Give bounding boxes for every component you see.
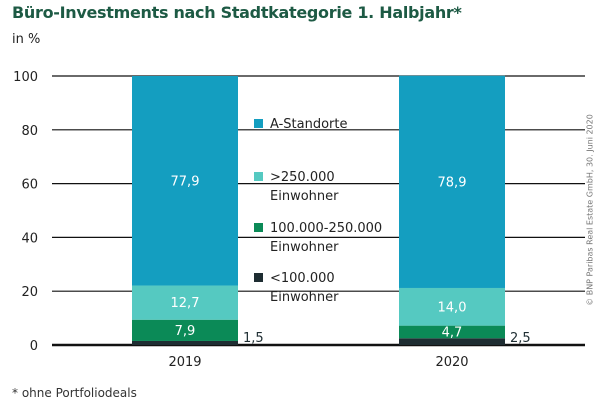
data-label: 7,9 bbox=[175, 324, 196, 339]
y-axis-label: in % bbox=[12, 32, 41, 47]
data-label: 2,5 bbox=[510, 331, 531, 346]
x-tick-label: 2019 bbox=[168, 355, 201, 370]
data-label: 78,9 bbox=[438, 175, 467, 190]
legend-label: 100.000-250.000 bbox=[270, 221, 382, 236]
bar-segment bbox=[399, 287, 505, 326]
legend-swatch bbox=[254, 119, 263, 128]
y-tick-label: 80 bbox=[21, 124, 38, 139]
legend-swatch bbox=[254, 172, 263, 181]
bar-segment bbox=[132, 340, 238, 345]
data-label: 12,7 bbox=[171, 296, 200, 311]
y-tick-label: 0 bbox=[30, 339, 38, 354]
bar-segment bbox=[399, 338, 505, 345]
legend-swatch bbox=[254, 223, 263, 232]
bar-segment bbox=[399, 75, 505, 288]
y-tick-label: 40 bbox=[21, 231, 38, 246]
legend-label: >250.000 bbox=[270, 170, 335, 185]
legend-label: Einwohner bbox=[270, 189, 339, 204]
y-tick-label: 60 bbox=[21, 178, 38, 193]
x-tick-label: 2020 bbox=[435, 355, 468, 370]
bar-segment bbox=[132, 76, 238, 286]
y-tick-label: 100 bbox=[13, 70, 38, 85]
bar-segment bbox=[399, 325, 505, 339]
legend-label: A-Standorte bbox=[270, 117, 348, 132]
data-label: 1,5 bbox=[243, 331, 264, 346]
data-label: 14,0 bbox=[438, 300, 467, 315]
data-label: 4,7 bbox=[442, 325, 463, 340]
data-label: 77,9 bbox=[171, 174, 200, 189]
copyright-note: © BNP Paribas Real Estate GmbH, 30. Juni… bbox=[585, 114, 595, 306]
footnote: * ohne Portfoliodeals bbox=[12, 386, 137, 400]
bar-segment bbox=[132, 285, 238, 320]
legend-label: Einwohner bbox=[270, 240, 339, 255]
chart-title: Büro-Investments nach Stadtkategorie 1. … bbox=[12, 3, 462, 22]
legend-label: <100.000 bbox=[270, 271, 335, 286]
legend-label: Einwohner bbox=[270, 290, 339, 305]
bar-segment bbox=[132, 319, 238, 341]
y-tick-label: 20 bbox=[21, 285, 38, 300]
legend-swatch bbox=[254, 273, 263, 282]
